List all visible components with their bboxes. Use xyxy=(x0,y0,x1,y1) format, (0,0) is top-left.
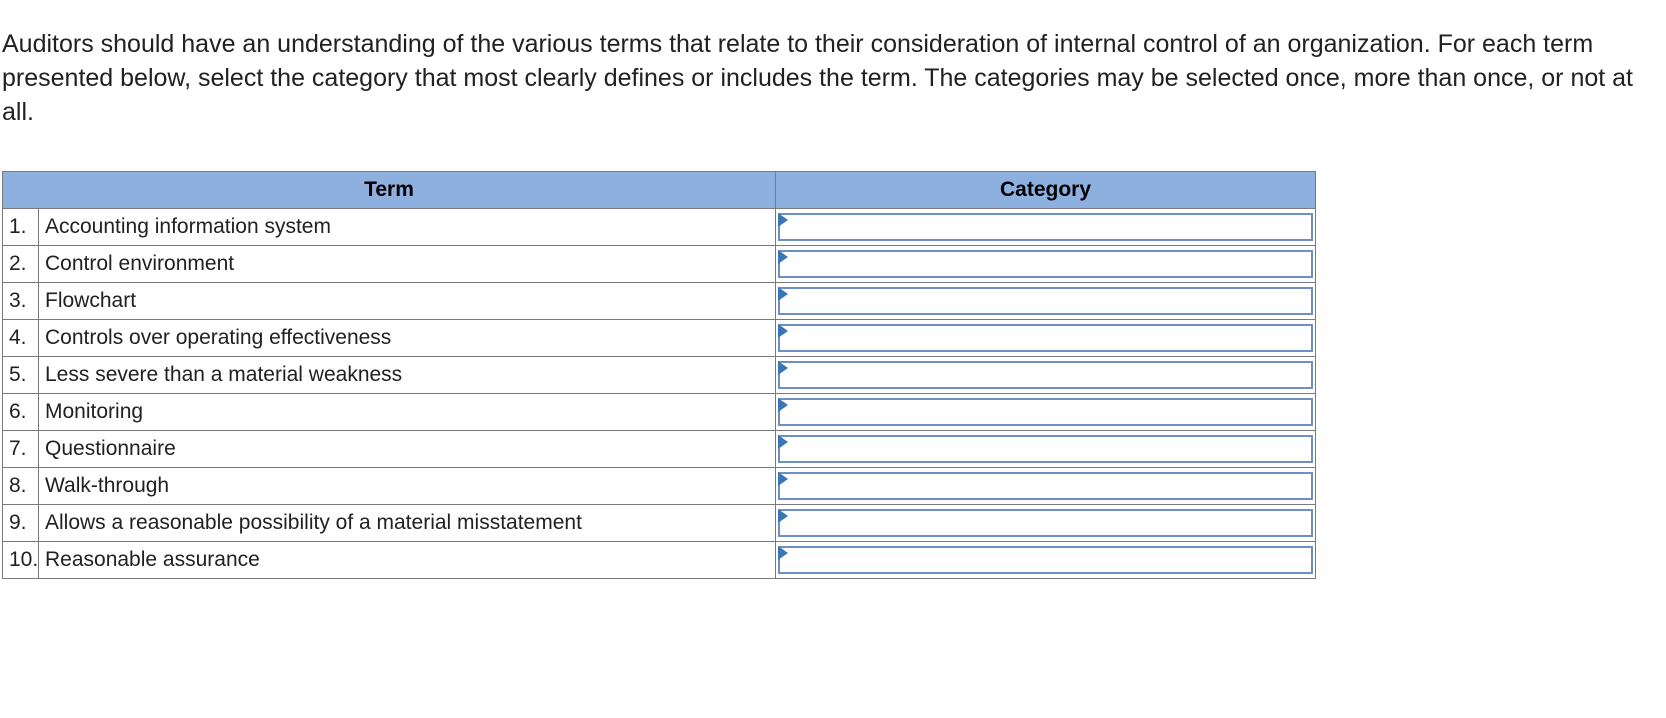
category-cell xyxy=(776,468,1316,505)
chevron-right-icon xyxy=(778,435,788,449)
category-value xyxy=(794,252,1307,276)
category-value xyxy=(794,289,1307,313)
table-row: 2. Control environment xyxy=(3,246,1316,283)
category-cell xyxy=(776,394,1316,431)
category-cell xyxy=(776,431,1316,468)
category-value xyxy=(794,511,1307,535)
row-number: 7. xyxy=(3,431,39,468)
category-cell xyxy=(776,542,1316,579)
category-cell xyxy=(776,246,1316,283)
chevron-right-icon xyxy=(778,546,788,560)
chevron-right-icon xyxy=(778,361,788,375)
term-text: Less severe than a material weakness xyxy=(39,357,776,394)
category-cell xyxy=(776,283,1316,320)
chevron-right-icon xyxy=(778,287,788,301)
term-text: Reasonable assurance xyxy=(39,542,776,579)
row-number: 9. xyxy=(3,505,39,542)
category-value xyxy=(794,215,1307,239)
term-text: Accounting information system xyxy=(39,209,776,246)
terms-table: Term Category 1. Accounting information … xyxy=(2,171,1316,579)
table-header-row: Term Category xyxy=(3,172,1316,209)
chevron-right-icon xyxy=(778,250,788,264)
category-dropdown[interactable] xyxy=(778,213,1313,241)
row-number: 6. xyxy=(3,394,39,431)
term-text: Walk-through xyxy=(39,468,776,505)
category-value xyxy=(794,548,1307,572)
row-number: 3. xyxy=(3,283,39,320)
chevron-right-icon xyxy=(778,324,788,338)
category-dropdown[interactable] xyxy=(778,361,1313,389)
row-number: 5. xyxy=(3,357,39,394)
term-text: Control environment xyxy=(39,246,776,283)
category-value xyxy=(794,437,1307,461)
category-cell xyxy=(776,505,1316,542)
category-dropdown[interactable] xyxy=(778,472,1313,500)
instructions-text: Auditors should have an understanding of… xyxy=(2,28,1658,129)
row-number: 8. xyxy=(3,468,39,505)
category-dropdown[interactable] xyxy=(778,250,1313,278)
row-number: 2. xyxy=(3,246,39,283)
term-text: Flowchart xyxy=(39,283,776,320)
row-number: 1. xyxy=(3,209,39,246)
table-row: 8. Walk-through xyxy=(3,468,1316,505)
category-value xyxy=(794,363,1307,387)
category-dropdown[interactable] xyxy=(778,435,1313,463)
term-text: Monitoring xyxy=(39,394,776,431)
chevron-right-icon xyxy=(778,398,788,412)
table-row: 3. Flowchart xyxy=(3,283,1316,320)
page: Auditors should have an understanding of… xyxy=(0,0,1666,587)
row-number: 4. xyxy=(3,320,39,357)
chevron-right-icon xyxy=(778,472,788,486)
category-dropdown[interactable] xyxy=(778,398,1313,426)
category-dropdown[interactable] xyxy=(778,287,1313,315)
term-text: Controls over operating effectiveness xyxy=(39,320,776,357)
header-term: Term xyxy=(3,172,776,209)
header-category: Category xyxy=(776,172,1316,209)
term-text: Allows a reasonable possibility of a mat… xyxy=(39,505,776,542)
category-cell xyxy=(776,209,1316,246)
category-dropdown[interactable] xyxy=(778,546,1313,574)
row-number: 10. xyxy=(3,542,39,579)
table-row: 1. Accounting information system xyxy=(3,209,1316,246)
table-row: 5. Less severe than a material weakness xyxy=(3,357,1316,394)
term-text: Questionnaire xyxy=(39,431,776,468)
table-row: 7. Questionnaire xyxy=(3,431,1316,468)
chevron-right-icon xyxy=(778,509,788,523)
chevron-right-icon xyxy=(778,213,788,227)
category-value xyxy=(794,474,1307,498)
category-cell xyxy=(776,320,1316,357)
table-row: 4. Controls over operating effectiveness xyxy=(3,320,1316,357)
table-row: 6. Monitoring xyxy=(3,394,1316,431)
table-row: 9. Allows a reasonable possibility of a … xyxy=(3,505,1316,542)
category-dropdown[interactable] xyxy=(778,324,1313,352)
category-value xyxy=(794,400,1307,424)
category-dropdown[interactable] xyxy=(778,509,1313,537)
table-row: 10. Reasonable assurance xyxy=(3,542,1316,579)
category-cell xyxy=(776,357,1316,394)
category-value xyxy=(794,326,1307,350)
